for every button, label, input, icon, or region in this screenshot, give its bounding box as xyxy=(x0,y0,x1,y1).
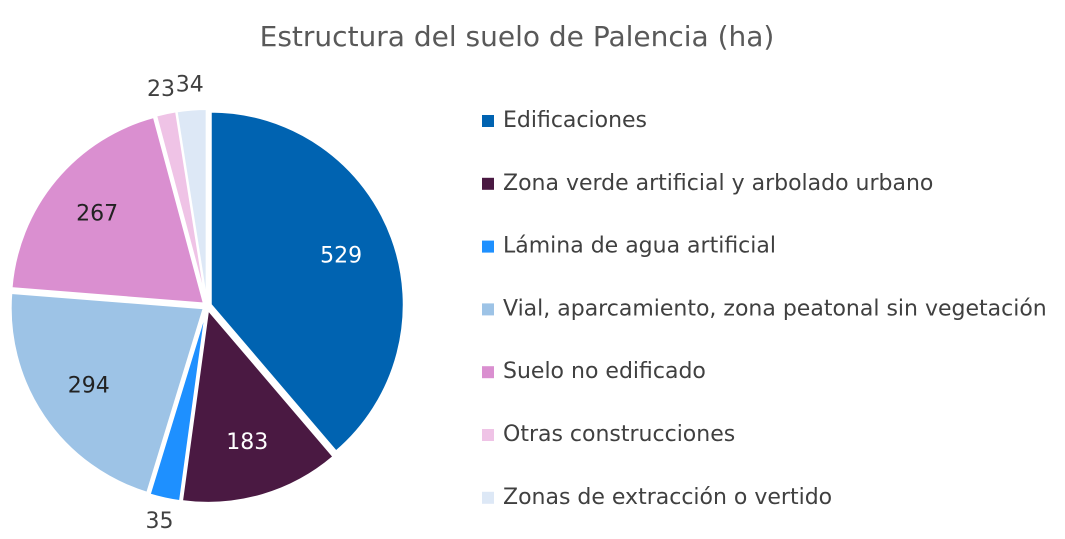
legend-label: Vial, aparcamiento, zona peatonal sin ve… xyxy=(503,296,1047,321)
data-label: 23 xyxy=(147,77,175,102)
data-label: 35 xyxy=(146,509,174,534)
legend-swatch xyxy=(482,303,494,316)
legend-swatch xyxy=(482,240,494,253)
data-label: 529 xyxy=(320,244,362,269)
legend-swatch xyxy=(482,177,494,190)
legend-label: Suelo no edificado xyxy=(503,359,706,384)
legend-swatch xyxy=(482,429,494,441)
data-label: 34 xyxy=(176,73,204,98)
legend-swatch xyxy=(482,366,494,379)
pie-slice xyxy=(148,309,208,503)
chart-title: Estructura del suelo de Palencia (ha) xyxy=(260,20,775,53)
data-label: 294 xyxy=(68,373,110,398)
legend-label: Zona verde artificial y arbolado urbano xyxy=(503,171,933,196)
legend-label: Edificaciones xyxy=(503,108,647,133)
pie-slice xyxy=(10,115,206,305)
pie-slice xyxy=(9,291,206,495)
pie-slice xyxy=(209,110,405,453)
legend-label: Zonas de extracción o vertido xyxy=(503,485,832,510)
pie-slice xyxy=(175,108,208,303)
legend-swatch xyxy=(482,115,494,127)
legend-label: Otras construcciones xyxy=(503,422,735,447)
data-label: 267 xyxy=(76,202,118,227)
legend-swatch xyxy=(482,491,494,504)
legend-label: Lámina de agua artificial xyxy=(503,234,776,259)
pie-slice xyxy=(180,307,335,504)
data-label: 183 xyxy=(226,430,268,455)
